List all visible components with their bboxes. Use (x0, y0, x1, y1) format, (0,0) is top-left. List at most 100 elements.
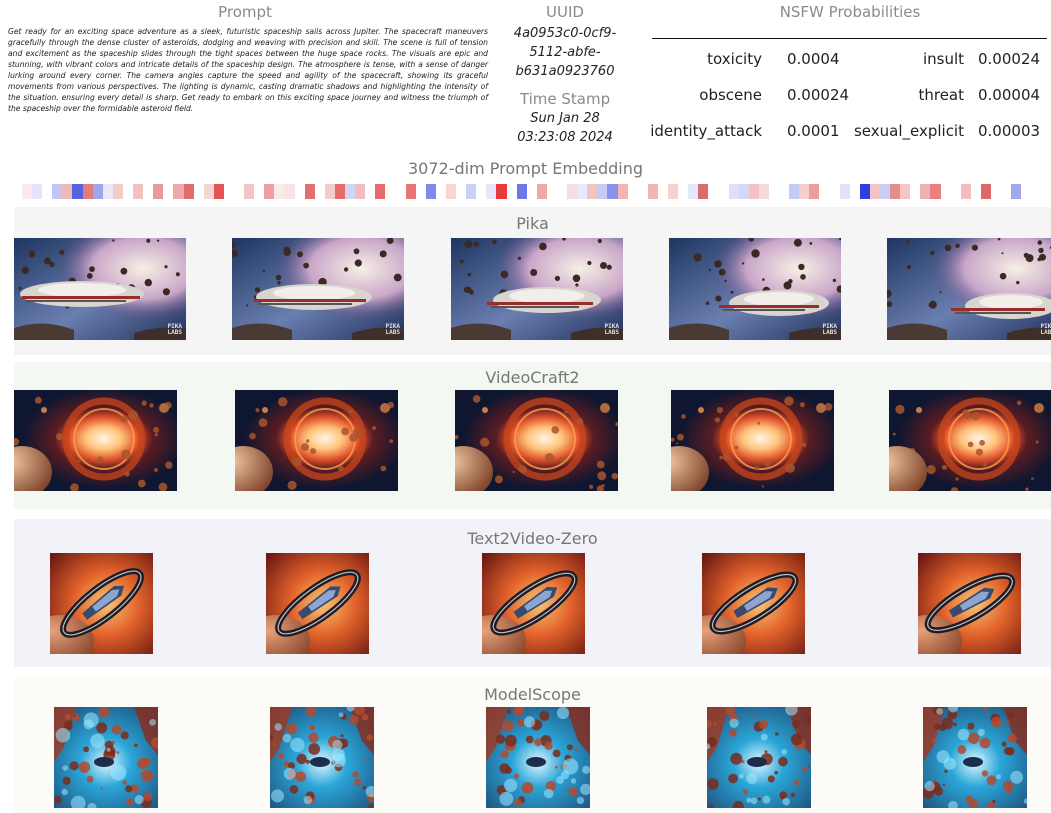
embedding-cell (577, 184, 588, 199)
embedding-cell (456, 184, 467, 199)
embedding-cell (708, 184, 719, 199)
embedding-cell (122, 184, 134, 199)
embedding-cell (698, 184, 709, 199)
videocraft2-frame (455, 390, 618, 491)
nsfw-label: insult (922, 50, 964, 68)
timestamp-header: Time Stamp (519, 90, 611, 108)
embedding-cell (395, 184, 406, 199)
embedding-cell (405, 184, 416, 199)
embedding-cell (42, 184, 53, 199)
embedding-cell (143, 184, 154, 199)
embedding-cell (668, 184, 679, 199)
modelscope-frame (923, 707, 1027, 808)
section-title: Text2Video-Zero (467, 529, 598, 548)
watermark-line: LABS (604, 329, 619, 336)
embedding-cell (1021, 184, 1032, 199)
uuid-line: 5112-abfe- (529, 45, 601, 60)
embedding-cell (688, 184, 699, 199)
embedding-cell (546, 184, 557, 199)
embedding-cell (960, 184, 971, 199)
embedding-cell (950, 184, 961, 199)
embedding-cell (284, 184, 295, 199)
embedding-cell (72, 184, 83, 199)
embedding-cell (385, 184, 396, 199)
nsfw-row: identity_attack 0.0001 sexual_explicit 0… (650, 122, 1045, 142)
embedding-cell (657, 184, 668, 199)
embedding-cell (637, 184, 648, 199)
embedding-cell (163, 184, 174, 199)
embedding-cell (526, 184, 537, 199)
embedding-cell (869, 184, 880, 199)
watermark-line: PIKA (385, 323, 400, 330)
embedding-cell (1001, 184, 1012, 199)
embedding-cell (980, 184, 991, 199)
text2video-zero-frame (482, 553, 585, 654)
embedding-cell (375, 184, 386, 199)
embedding-cell (415, 184, 426, 199)
embedding-cell (779, 184, 790, 199)
nsfw-label: threat (918, 86, 964, 104)
embedding-cell (718, 184, 729, 199)
watermark-line: LABS (167, 329, 182, 336)
embedding-cell (900, 184, 911, 199)
watermark-line: PIKA (822, 323, 837, 330)
embedding-cell (768, 184, 780, 199)
embedding-cell (334, 184, 345, 199)
embedding-cell (970, 184, 981, 199)
embedding-cell (647, 184, 658, 199)
embedding-cell (1011, 184, 1022, 199)
prompt-header: Prompt (218, 3, 272, 21)
embedding-cell (991, 184, 1002, 199)
embedding-cell (254, 184, 265, 199)
embedding-cell (213, 184, 224, 199)
timestamp-line: Sun Jan 28 (530, 111, 600, 126)
embedding-cell (567, 184, 578, 199)
text2video-zero-frame (918, 553, 1021, 654)
embedding-cell (233, 184, 245, 199)
embedding-cell (466, 184, 477, 199)
embedding-cell (112, 184, 123, 199)
embedding-cell (556, 184, 568, 199)
embedding-cell (849, 184, 860, 199)
modelscope-frame (54, 707, 158, 808)
watermark-line: LABS (385, 329, 400, 336)
embedding-cell (506, 184, 517, 199)
watermark-line: LABS (822, 329, 837, 336)
videocraft2-frame (14, 390, 177, 491)
uuid-value: 4a0953c0-0cf9- 5112-abfe- b631a0923760 (505, 24, 625, 81)
embedding-cell (627, 184, 638, 199)
embedding-cell (910, 184, 921, 199)
nsfw-label: toxicity (707, 50, 762, 68)
section-title: ModelScope (484, 685, 581, 704)
embedding-cell (274, 184, 285, 199)
embedding-cell (345, 184, 356, 199)
embedding-cell (264, 184, 275, 199)
modelscope-frame (486, 707, 590, 808)
embedding-cell (748, 184, 759, 199)
nsfw-label: obscene (699, 86, 762, 104)
embedding-cell (425, 184, 436, 199)
nsfw-value: 0.00024 (978, 50, 1041, 68)
embedding-title: 3072-dim Prompt Embedding (408, 159, 643, 178)
modelscope-frame (707, 707, 811, 808)
embedding-cell (587, 184, 598, 199)
embedding-cell (617, 184, 628, 199)
embedding-cell (324, 184, 335, 199)
embedding-cell (496, 184, 507, 199)
embedding-cell (304, 184, 315, 199)
prompt-text: Get ready for an exciting space adventur… (8, 27, 488, 113)
section-title: VideoCraft2 (485, 368, 580, 387)
nsfw-value: 0.0004 (787, 50, 840, 68)
embedding-cell (223, 184, 234, 199)
embedding-cell (789, 184, 800, 199)
text2video-zero-frame (266, 553, 369, 654)
embedding-cell (133, 184, 144, 199)
embedding-cell (516, 184, 527, 199)
embedding-cell (859, 184, 870, 199)
